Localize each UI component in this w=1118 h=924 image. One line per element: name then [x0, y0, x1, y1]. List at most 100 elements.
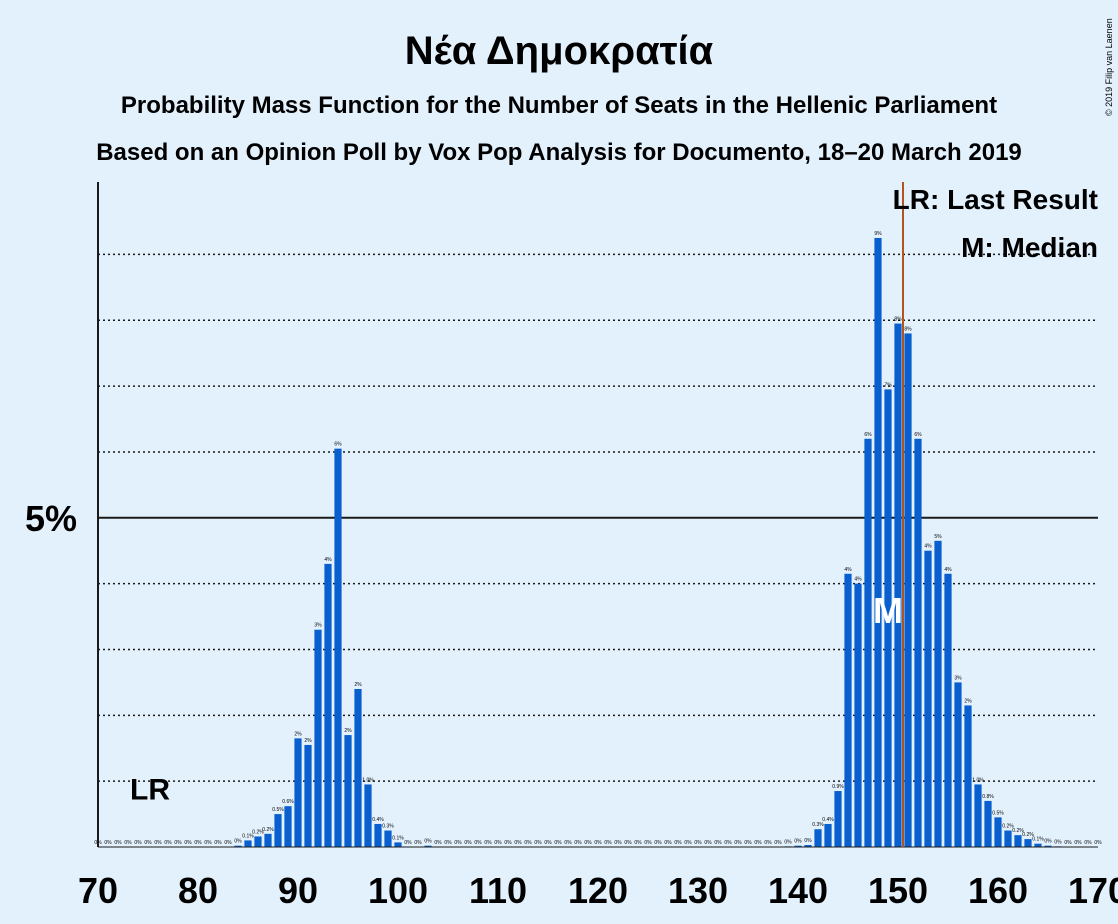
- bar-value-label: 0.3%: [382, 824, 394, 830]
- x-tick-label: 70: [78, 870, 118, 911]
- bar: [994, 817, 1002, 847]
- bar-value-label: 0%: [194, 840, 202, 846]
- y-tick-label: 5%: [25, 498, 77, 539]
- bar: [244, 840, 252, 847]
- bar: [864, 438, 872, 847]
- bar-value-label: 2%: [964, 698, 972, 704]
- bar-value-label: 0%: [414, 840, 422, 846]
- bar-value-label: 0%: [1094, 840, 1102, 846]
- chart-subtitle-source: Based on an Opinion Poll by Vox Pop Anal…: [96, 139, 1022, 166]
- bar-value-label: 0%: [554, 840, 562, 846]
- bar-value-label: 0%: [114, 840, 122, 846]
- bar: [894, 323, 902, 847]
- bar: [294, 738, 302, 847]
- bar: [954, 682, 962, 847]
- bar-value-label: 2%: [304, 738, 312, 744]
- chart-title: Νέα Δημοκρατία: [405, 29, 714, 73]
- bar-value-label: 8%: [894, 317, 902, 323]
- bar: [314, 629, 322, 847]
- bar-value-label: 0%: [694, 840, 702, 846]
- bar: [1034, 843, 1042, 847]
- x-tick-label: 160: [968, 870, 1028, 911]
- bar: [284, 806, 292, 847]
- bar: [334, 448, 342, 847]
- bar-value-label: 4%: [924, 544, 932, 550]
- bar: [794, 845, 802, 847]
- bar-value-label: 0.1%: [392, 835, 404, 841]
- bar-value-label: 3%: [314, 623, 322, 629]
- bar-value-label: 0.4%: [822, 817, 834, 823]
- bar-value-label: 0%: [674, 840, 682, 846]
- bar-value-label: 0%: [214, 840, 222, 846]
- bar: [1014, 835, 1022, 847]
- bar: [374, 823, 382, 847]
- bar-value-label: 0%: [434, 840, 442, 846]
- chart-subtitle: Probability Mass Function for the Number…: [121, 92, 997, 119]
- bar-value-label: 0%: [604, 840, 612, 846]
- bar-value-label: 0%: [204, 840, 212, 846]
- bar-value-label: 0%: [684, 840, 692, 846]
- bar-value-label: 0%: [164, 840, 172, 846]
- bar: [354, 688, 362, 847]
- bar-value-label: 0%: [764, 840, 772, 846]
- bar-value-label: 0%: [444, 840, 452, 846]
- bar-value-label: 0%: [1084, 840, 1092, 846]
- x-tick-label: 80: [178, 870, 218, 911]
- bar-value-label: 0%: [504, 840, 512, 846]
- x-tick-label: 120: [568, 870, 628, 911]
- copyright-credit: © 2019 Filip van Laenen: [1104, 18, 1114, 116]
- bar-value-label: 0%: [804, 838, 812, 844]
- bar: [874, 237, 882, 848]
- bar-value-label: 0%: [534, 840, 542, 846]
- bar-value-label: 1.0%: [362, 777, 374, 783]
- bar-value-label: 2%: [294, 731, 302, 737]
- gridlines: [98, 253, 1098, 782]
- annotations: LR M LR: Last Result M: Median: [130, 182, 1098, 847]
- legend-last-result: LR: Last Result: [893, 184, 1098, 215]
- bar-value-label: 0%: [174, 840, 182, 846]
- bar-value-label: 0%: [644, 840, 652, 846]
- bar-value-label: 0%: [744, 840, 752, 846]
- x-tick-label: 130: [668, 870, 728, 911]
- bar-value-label: 0%: [664, 840, 672, 846]
- bar-value-label: 4%: [854, 577, 862, 583]
- bar-value-label: 0%: [704, 840, 712, 846]
- x-tick-label: 100: [368, 870, 428, 911]
- bar-value-label: 0%: [544, 840, 552, 846]
- bar: [274, 814, 282, 847]
- bar-value-label: 0%: [734, 840, 742, 846]
- bar-value-label: 5%: [934, 534, 942, 540]
- bar-value-label: 0%: [714, 840, 722, 846]
- bar: [254, 836, 262, 847]
- bar-value-label: 0%: [424, 839, 432, 845]
- bar: [424, 845, 432, 847]
- bar-labels: 0%0%0%0%0%0%0%0%0%0%0%0%0%0%0%0.1%0.2%0.…: [94, 231, 1102, 846]
- bar-value-label: 0%: [404, 840, 412, 846]
- bar-value-label: 0%: [1064, 840, 1072, 846]
- bar-value-label: 0.1%: [1032, 837, 1044, 843]
- bar-value-label: 0%: [614, 840, 622, 846]
- bar-value-label: 0%: [124, 840, 132, 846]
- bar-value-label: 0%: [144, 840, 152, 846]
- bar-value-label: 0%: [454, 840, 462, 846]
- bar-value-label: 3%: [954, 675, 962, 681]
- bar: [854, 583, 862, 847]
- bar-value-label: 0%: [104, 840, 112, 846]
- bar-value-label: 0%: [1044, 839, 1052, 845]
- bar-value-label: 2%: [344, 728, 352, 734]
- axes: 5% 70 80 90 100 110 120 130 140 150 160 170: [25, 182, 1118, 911]
- median-marker: M: [873, 590, 903, 631]
- bar-value-label: 6%: [864, 432, 872, 438]
- bar: [1004, 830, 1012, 847]
- bar: [344, 735, 352, 847]
- bar-value-label: 0%: [484, 840, 492, 846]
- bar-value-label: 0.2%: [1022, 832, 1034, 838]
- bar: [934, 540, 942, 847]
- bar: [394, 842, 402, 847]
- bar-value-label: 0%: [154, 840, 162, 846]
- bar-value-label: 0%: [624, 840, 632, 846]
- bar-value-label: 4%: [324, 557, 332, 563]
- bar: [304, 744, 312, 847]
